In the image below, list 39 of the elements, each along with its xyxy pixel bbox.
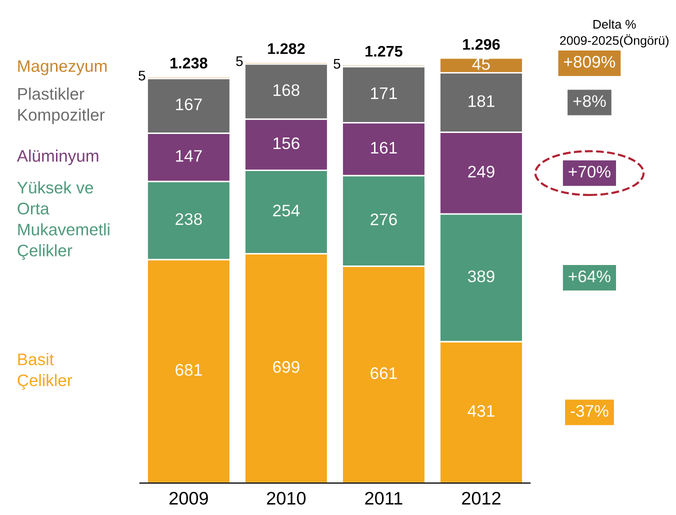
data-label: 5	[138, 70, 146, 81]
data-label: 147	[176, 150, 202, 162]
x-tick-label: 2009	[170, 492, 208, 505]
total-label: 1.282	[268, 43, 305, 54]
x-tick-label: 2011	[365, 492, 402, 505]
data-label: 5	[236, 56, 243, 66]
data-label: 167	[176, 98, 202, 110]
text: Yüksek ve Orta Mukavemetli Çelikler	[17, 181, 110, 260]
data-label: 276	[370, 214, 397, 226]
text: +809%	[564, 56, 616, 68]
data-label: 45	[472, 58, 490, 70]
data-label: 5	[334, 59, 340, 69]
text: Magnezyum	[18, 60, 107, 76]
data-label: 168	[274, 84, 300, 96]
text: +64%	[568, 270, 610, 282]
text: +70%	[568, 166, 610, 178]
data-label: 661	[370, 367, 397, 380]
text: +8%	[573, 95, 606, 108]
data-label: 681	[176, 364, 202, 376]
data-label: 699	[273, 361, 300, 373]
data-label: 161	[371, 142, 397, 154]
total-label: 1.238	[170, 58, 208, 69]
text: Basit Çelikler	[18, 353, 72, 390]
text: Plastikler Kompozitler	[18, 88, 105, 124]
x-tick-label: 2012	[462, 492, 500, 505]
data-label: 181	[468, 95, 494, 108]
text: Delta % 2009-2025(Öngörü)	[560, 20, 668, 48]
data-label: 431	[468, 405, 494, 417]
x-tick-label: 2010	[267, 492, 306, 505]
text: -37%	[570, 405, 608, 417]
data-label: 389	[468, 270, 494, 282]
total-label: 1.275	[366, 46, 402, 57]
data-label: 249	[468, 166, 494, 178]
text: Alüminyum	[16, 150, 98, 166]
data-label: 254	[273, 204, 300, 216]
data-label: 238	[176, 213, 202, 225]
total-label: 1.296	[463, 38, 500, 50]
data-label: 156	[274, 137, 300, 150]
data-label: 171	[371, 88, 397, 99]
